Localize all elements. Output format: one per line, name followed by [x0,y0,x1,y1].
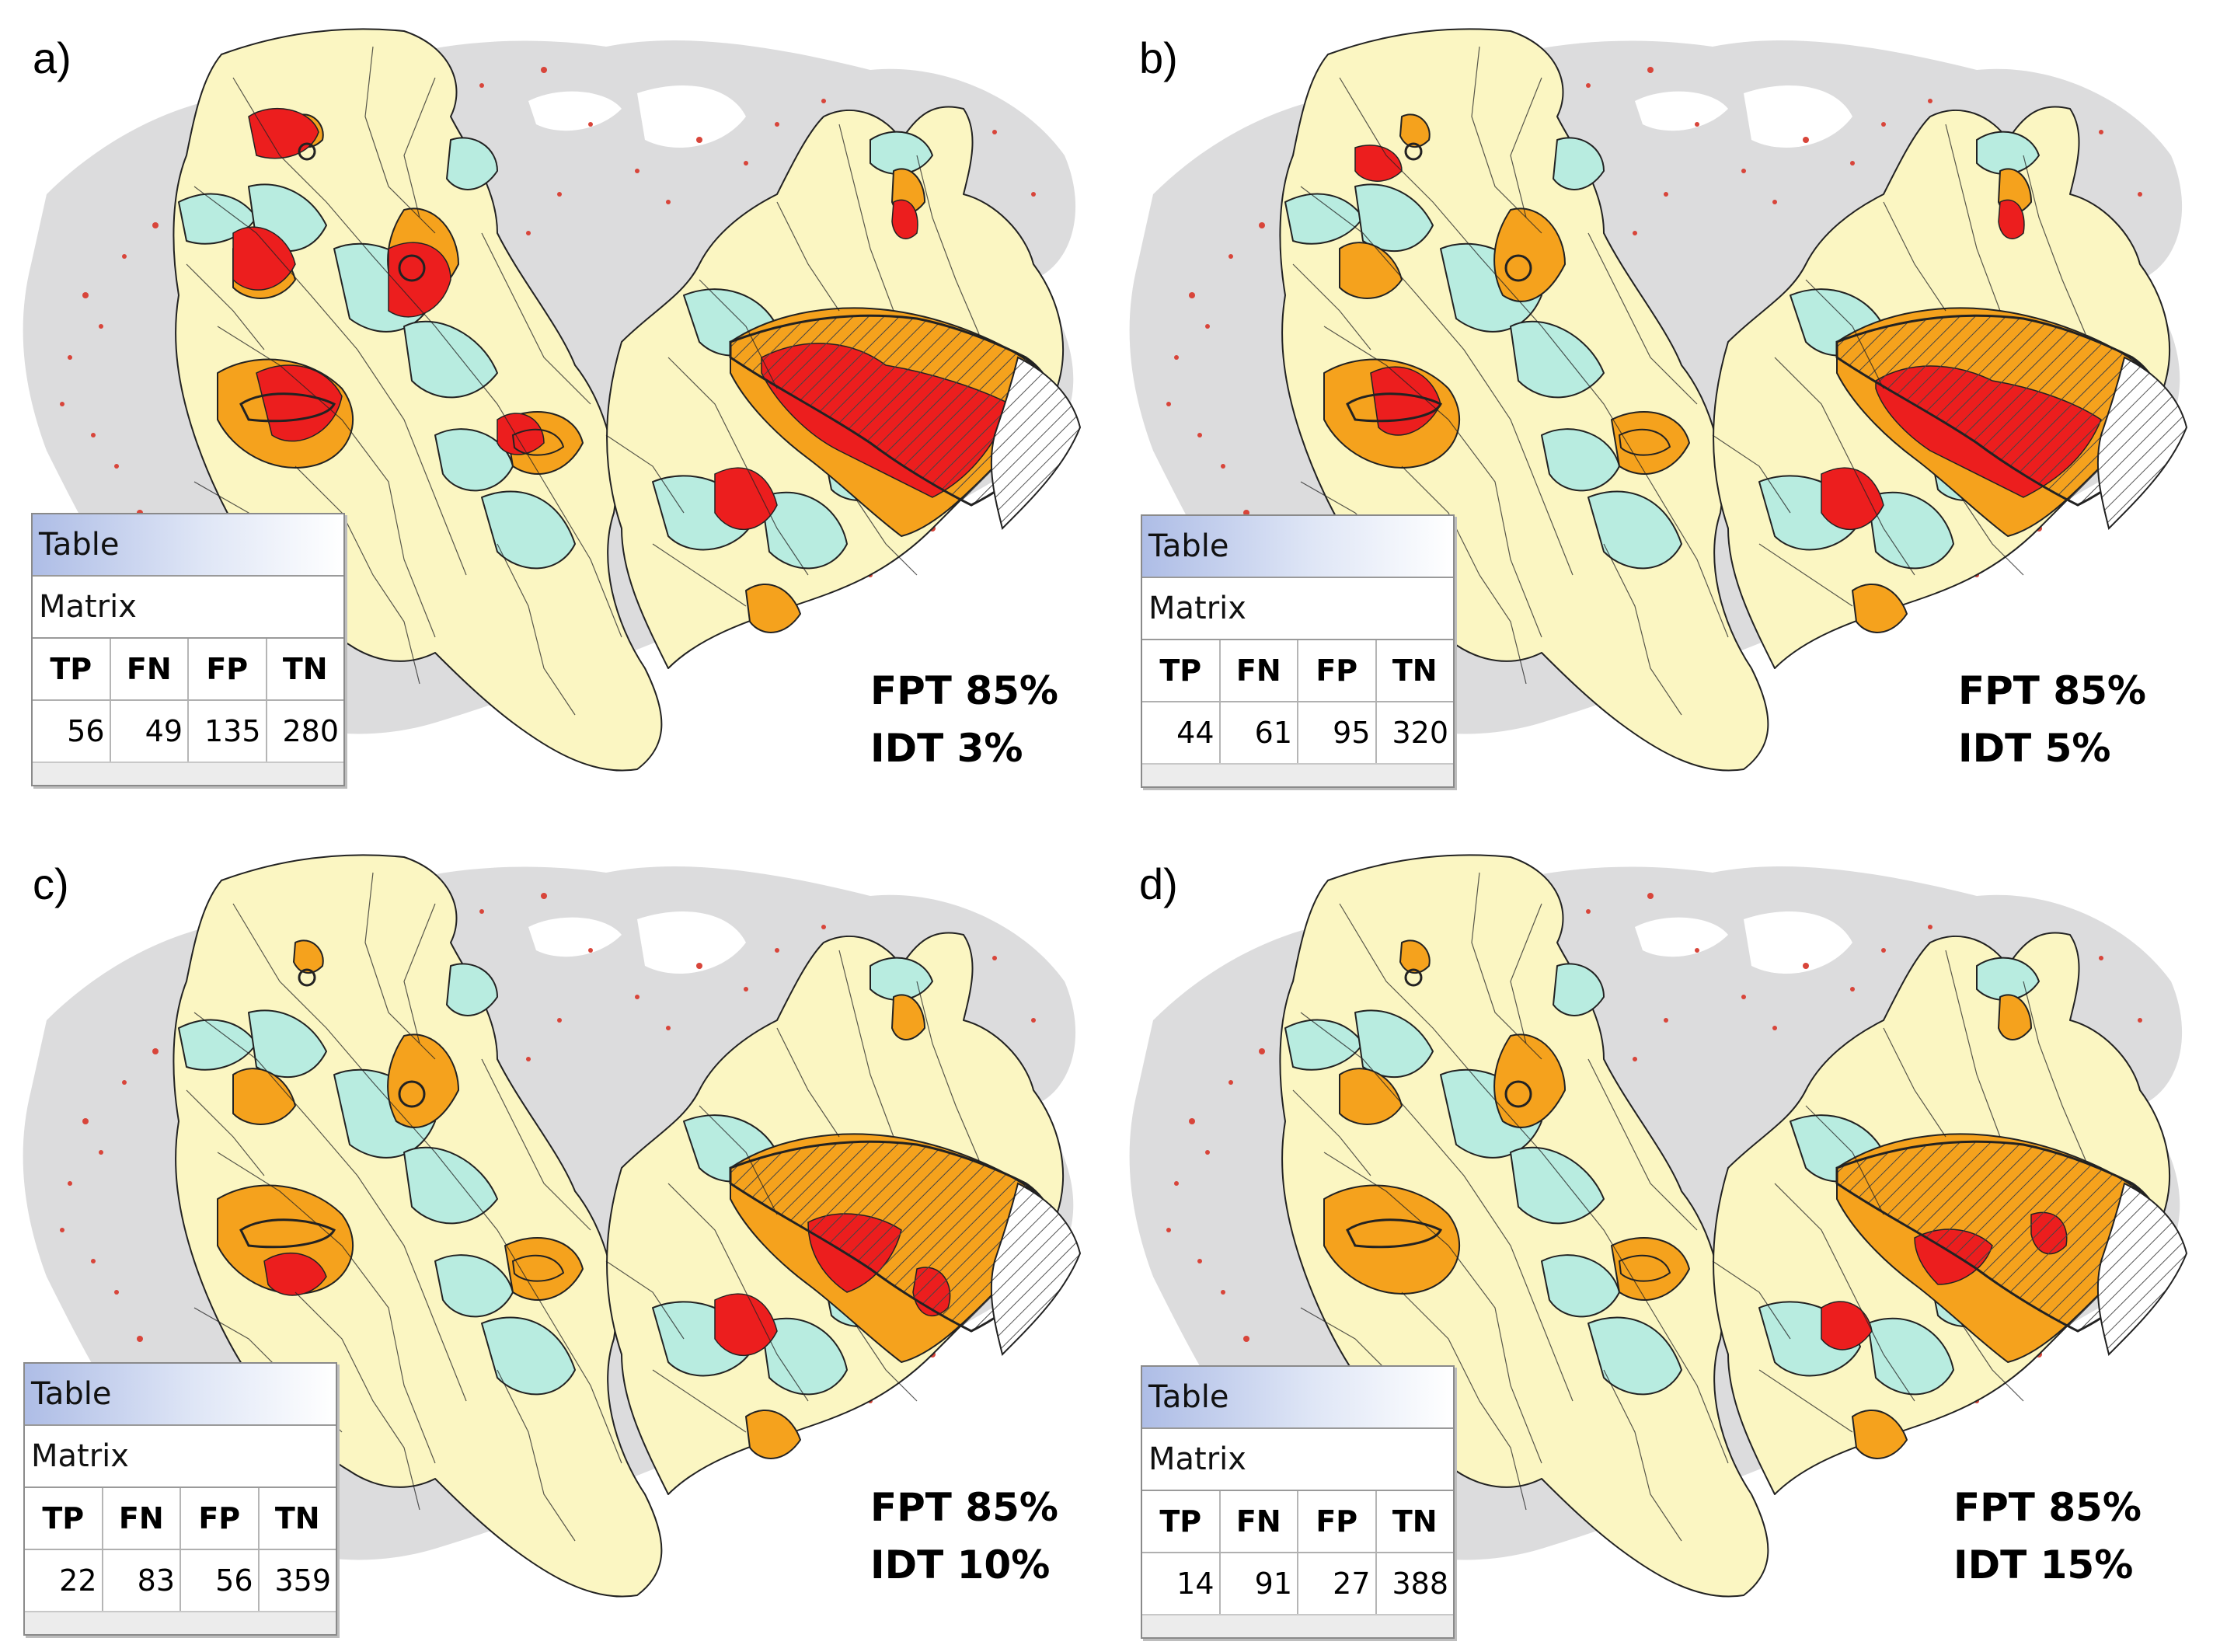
idt-label: IDT 3% [870,726,1023,771]
idt-label: IDT 5% [1958,726,2111,771]
table-footer [1142,763,1453,786]
table-header-cell: FP [181,1488,260,1549]
table-header-cell: TN [1392,653,1438,688]
table-header-cell: FN [1221,1491,1298,1552]
table-title: Table [1142,1367,1453,1429]
fpt-label: FPT 85% [1953,1485,2142,1530]
confusion-matrix-table: Table Matrix TP FN FP TN 44 61 95 320 [1141,514,1455,788]
table-header-row: TP FN FP TN [1142,640,1453,702]
table-header-cell: FP [1298,640,1377,701]
table-value-cell: 320 [1392,716,1448,750]
table-value-cell: 44 [1142,702,1221,763]
table-header-row: TP FN FP TN [25,1488,336,1550]
table-header-cell: FN [103,1488,181,1549]
table-value-cell: 61 [1221,702,1298,763]
table-value-cell: 56 [33,701,111,762]
idt-label: IDT 15% [1953,1542,2134,1588]
confusion-matrix-table: Table Matrix TP FN FP TN 22 83 56 359 [23,1362,337,1636]
table-header-cell: TN [1392,1504,1438,1539]
fpt-label: FPT 85% [1958,668,2146,713]
table-value-cell: 388 [1392,1567,1448,1601]
table-subtitle: Matrix [1142,1429,1453,1491]
panel-label: c) [33,859,69,908]
table-value-row: 14 91 27 388 [1142,1553,1453,1614]
table-value-row: 44 61 95 320 [1142,702,1453,763]
table-value-cell: 56 [181,1550,260,1611]
table-title: Table [33,514,343,577]
table-header-cell: FN [1221,640,1298,701]
table-value-row: 56 49 135 280 [33,701,343,762]
table-value-cell: 27 [1298,1553,1377,1614]
threshold-labels: FPT 85% IDT 3% [870,662,1058,777]
table-header-cell: TP [25,1488,103,1549]
table-footer [1142,1614,1453,1637]
table-subtitle: Matrix [25,1426,336,1488]
threshold-labels: FPT 85% IDT 5% [1958,662,2146,777]
idt-label: IDT 10% [870,1542,1051,1588]
table-header-cell: TN [274,1501,320,1535]
table-value-cell: 14 [1142,1553,1221,1614]
map-panel-c: c) Table Matrix TP FN FP TN 22 83 56 359 FPT 85% IDT… [0,826,1106,1652]
table-header-cell: TP [1142,640,1221,701]
table-value-cell: 22 [25,1550,103,1611]
confusion-matrix-table: Table Matrix TP FN FP TN 14 91 27 388 [1141,1365,1455,1639]
fpt-label: FPT 85% [870,1485,1058,1530]
table-value-cell: 95 [1298,702,1377,763]
table-footer [25,1611,336,1634]
table-header-cell: FP [1298,1491,1377,1552]
table-value-cell: 135 [189,701,267,762]
table-value-cell: 83 [103,1550,181,1611]
panel-label: b) [1139,33,1178,82]
table-value-cell: 280 [282,714,339,748]
map-panel-a: a) Table Matrix TP FN FP TN 56 49 135 280 FPT 85% ID… [0,0,1106,826]
map-panel-b: b) Table Matrix TP FN FP TN 44 61 95 320 FPT 85% IDT… [1106,0,2213,826]
threshold-labels: FPT 85% IDT 15% [1953,1479,2142,1594]
table-header-row: TP FN FP TN [33,639,343,701]
threshold-labels: FPT 85% IDT 10% [870,1479,1058,1594]
panel-label: d) [1139,859,1178,908]
table-header-row: TP FN FP TN [1142,1491,1453,1553]
table-value-cell: 91 [1221,1553,1298,1614]
fpt-label: FPT 85% [870,668,1058,713]
table-title: Table [25,1364,336,1426]
panel-label: a) [33,33,71,82]
table-subtitle: Matrix [33,577,343,639]
table-value-row: 22 83 56 359 [25,1550,336,1611]
table-footer [33,762,343,785]
map-panel-d: d) Table Matrix TP FN FP TN 14 91 27 388 FPT 85% IDT… [1106,826,2213,1652]
table-value-cell: 359 [274,1563,331,1598]
table-header-cell: TN [282,652,328,686]
table-header-cell: FP [189,639,267,699]
table-header-cell: TP [33,639,111,699]
table-header-cell: TP [1142,1491,1221,1552]
table-header-cell: FN [111,639,189,699]
table-value-cell: 49 [111,701,189,762]
table-title: Table [1142,516,1453,578]
table-subtitle: Matrix [1142,578,1453,640]
confusion-matrix-table: Table Matrix TP FN FP TN 56 49 135 280 [31,513,345,786]
